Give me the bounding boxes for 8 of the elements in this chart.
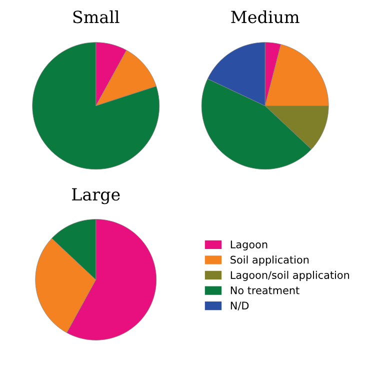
legend-label: No treatment [230, 286, 300, 294]
slice-label: Medium [231, 10, 300, 24]
legend-label: Lagoon [230, 240, 268, 250]
legend-label: N/D [230, 302, 249, 310]
slice-label: Small [73, 10, 120, 24]
legend-label: Lagoon/soil application [230, 270, 350, 281]
slice-label: Large [72, 188, 120, 204]
legend-label: Soil application [230, 256, 309, 266]
